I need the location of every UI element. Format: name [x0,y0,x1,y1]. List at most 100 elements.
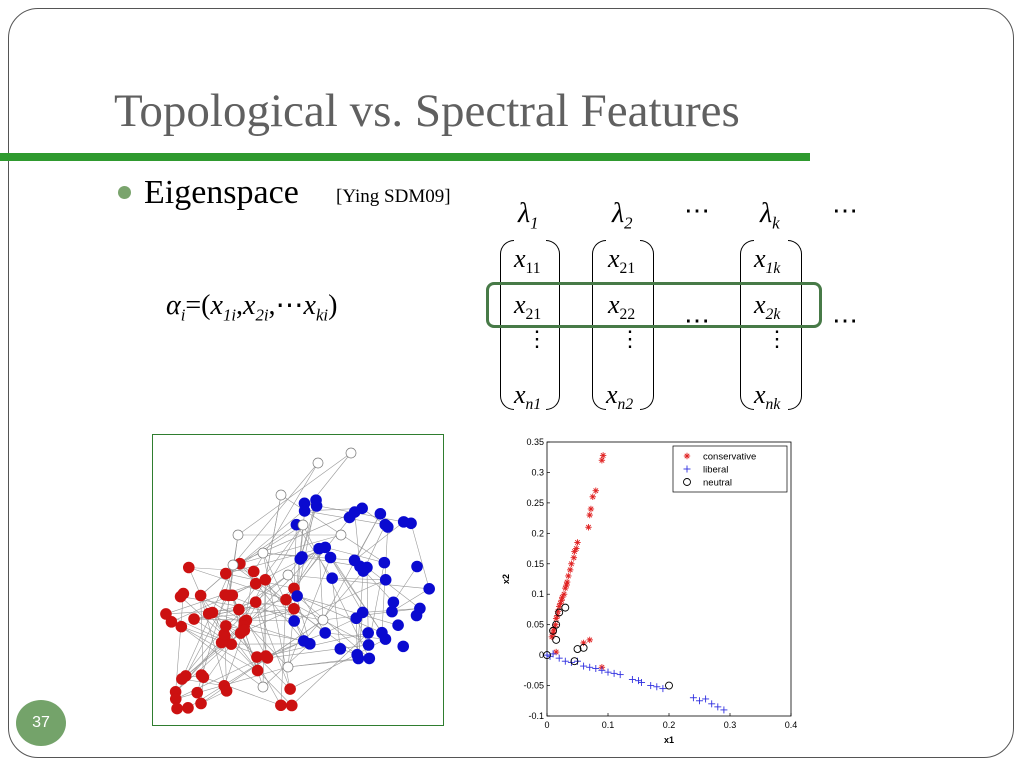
point-conservative [586,636,593,644]
red-node [280,593,292,606]
red-node [182,702,194,714]
point-liberal [702,695,710,703]
alpha-formula: αi=(x1i,x2i,⋯xki) [166,290,338,325]
formula-t3-sub: ki [315,305,329,325]
point-liberal [696,697,703,705]
y-tick-label: 0.1 [531,589,544,599]
red-node [194,589,207,602]
blue-node [363,652,376,665]
blue-node [294,553,307,565]
blue-node [326,572,338,584]
x-tick-label: 0.3 [724,720,737,730]
title-underline [0,153,810,161]
x-tick-label: 0.4 [785,720,798,730]
neutral-node [232,529,244,541]
red-node [169,693,182,705]
formula-mid: ,⋯ [268,290,304,321]
cell-x22: x22 [608,290,636,324]
blue-node [410,609,423,622]
red-node [288,602,300,615]
point-liberal [586,663,594,671]
neutral-node [297,519,309,531]
legend-marker-conservative [683,452,691,460]
point-neutral [552,620,561,629]
point-neutral [665,681,673,690]
cell-x2k: x2k [754,290,781,324]
red-node [195,697,207,710]
red-node [202,607,215,620]
neutral-node [345,447,357,459]
red-node [284,683,296,695]
blue-node [334,643,347,655]
red-node [188,613,200,625]
red-node [175,620,188,633]
red-node [285,699,298,712]
legend-label-liberal: liberal [703,465,728,476]
blue-node [348,554,361,567]
bullet-text: Eigenspace [144,174,299,211]
point-liberal [543,651,551,659]
point-liberal [659,685,667,693]
point-conservative [571,548,578,555]
legend-marker-neutral [683,478,691,486]
blue-node [397,640,410,653]
point-conservative [566,566,574,574]
point-neutral [552,635,561,644]
red-node [177,587,190,600]
red-node [233,603,245,616]
legend-marker-liberal [683,465,691,473]
red-node [222,589,235,602]
point-conservative [568,560,575,567]
blue-node [310,494,322,506]
x-tick-label: 0.1 [602,720,615,730]
point-liberal [592,665,600,673]
point-liberal [604,668,612,676]
bullet-dot [118,186,131,199]
point-neutral [555,608,564,617]
y-tick-label: 0.25 [526,498,544,508]
formula-close: ) [328,290,338,321]
blue-node [423,582,435,595]
blue-node [291,590,303,602]
middle-hdots-right: ⋯ [832,306,858,335]
point-neutral [573,645,582,653]
neutral-node [312,457,324,469]
point-liberal [689,694,697,702]
red-node [247,565,260,578]
blue-node [319,627,331,639]
blue-node [411,560,423,573]
point-liberal [628,675,636,683]
point-liberal [610,669,618,677]
bullet-reference: [Ying SDM09] [336,186,451,207]
blue-node [392,619,404,631]
vdots-colk: ⋮ [766,326,788,351]
red-node [251,664,264,677]
point-liberal [647,682,655,690]
red-node [259,573,272,586]
point-conservative [552,615,560,622]
point-neutral [549,626,558,635]
red-node [251,651,263,663]
lambda-k: λk [760,198,780,233]
point-liberal [635,677,642,685]
scatter-plot: 0 0.1 0.2 0.3 0.4 -0.1 -0.05 0 0.05 0.1 0.15 0.2 0.2… [495,432,810,750]
blue-node [397,516,410,528]
red-node [171,702,183,715]
blue-node [362,639,375,651]
vdots-col2: ⋮ [619,326,641,351]
x-tick-label: 0.2 [663,720,676,730]
x-tick-label: 0 [544,720,549,730]
point-conservative [599,452,607,459]
cell-x21-top: x21 [608,244,636,278]
blue-node [362,627,374,639]
point-conservative [562,584,569,592]
formula-t1: x [210,290,223,321]
point-liberal [714,703,722,711]
point-liberal [653,683,661,691]
alpha-sub: i [180,305,186,325]
point-liberal [708,700,716,708]
point-conservative [592,487,599,494]
neutral-node [317,614,329,626]
blue-node [381,521,394,533]
point-liberal [549,650,557,658]
